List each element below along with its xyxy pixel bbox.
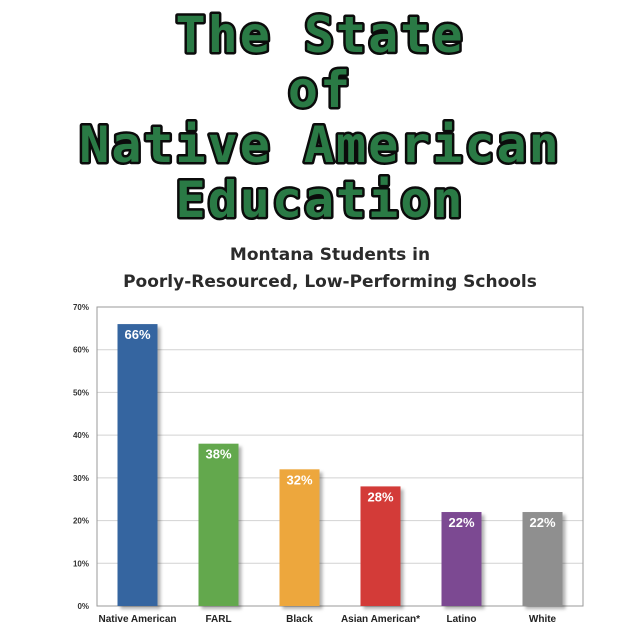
banner-line-3: Native American <box>79 116 561 174</box>
banner-title: The State of Native American Education <box>77 4 562 231</box>
bar-chart: 0% 10% 20% 30% 40% 50% 60% 70% 66% Native America… <box>73 303 584 625</box>
bar <box>279 469 320 606</box>
y-tick-label: 60% <box>73 346 89 355</box>
bar <box>117 324 158 606</box>
banner-line-2: of <box>288 61 352 119</box>
banner-line-1: The State <box>176 6 465 64</box>
y-tick-label: 30% <box>73 474 89 483</box>
bar <box>360 486 401 606</box>
banner-line-4: Education <box>176 171 465 229</box>
x-category-label: FARL <box>205 614 231 625</box>
bar-value-label: 32% <box>286 472 312 487</box>
bar <box>522 512 563 606</box>
bar-value-label: 28% <box>367 489 393 504</box>
y-tick-label: 50% <box>73 388 89 397</box>
x-category-label: Asian American* <box>341 614 420 625</box>
y-tick-label: 20% <box>73 517 89 526</box>
bar <box>198 443 239 606</box>
bar <box>441 512 482 606</box>
x-category-label: Black <box>286 614 313 625</box>
bar-value-label: 38% <box>205 447 231 462</box>
bar-value-label: 66% <box>124 327 150 342</box>
y-tick-label: 0% <box>77 602 89 611</box>
chart-title-line-1: Montana Students in <box>229 245 431 265</box>
plot-frame <box>96 306 584 607</box>
chart-title-line-2: Poorly-Resourced, Low-Performing Schools <box>123 272 537 292</box>
x-category-label: Native American <box>99 614 177 625</box>
x-category-label: Latino <box>447 614 477 625</box>
y-tick-label: 40% <box>73 431 89 440</box>
bar-value-label: 22% <box>448 515 474 530</box>
bar-value-label: 22% <box>529 515 555 530</box>
x-category-label: White <box>529 614 557 625</box>
y-tick-label: 10% <box>73 559 89 568</box>
y-tick-label: 70% <box>73 303 89 312</box>
